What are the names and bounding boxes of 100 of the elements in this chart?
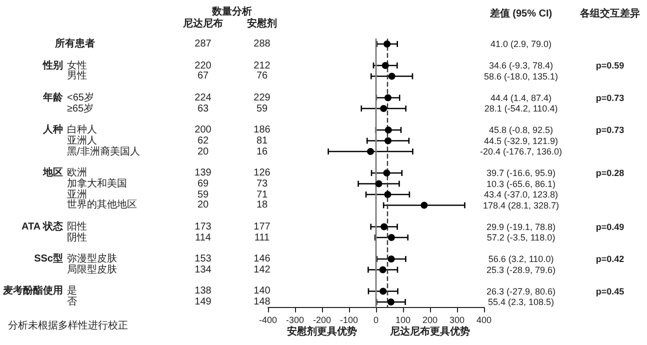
data-label: 76 (256, 70, 268, 82)
data-label: 287 (194, 38, 212, 50)
data-label: 138 (194, 286, 212, 297)
category-label: 女性 (67, 60, 87, 71)
point (384, 126, 392, 134)
data-label: 134 (194, 264, 212, 276)
data-label: 59 (197, 189, 209, 200)
text: 57.2 (-3.5, 118.0) (486, 232, 556, 242)
text: 数量分析 (212, 6, 252, 18)
text: 尼达尼布 (183, 18, 223, 30)
text: 44.4 (1.4, 87.4) (490, 92, 552, 103)
x-tick-label: -300 (286, 314, 304, 325)
data-label: 146 (254, 254, 270, 264)
category-label: 亚洲人 (67, 135, 97, 146)
data-label: 288 (254, 38, 270, 50)
text: p=0.28 (596, 168, 624, 178)
text: 人种 (43, 124, 63, 136)
category-label: 欧洲 (67, 168, 87, 178)
data-label: 224 (194, 92, 212, 104)
data-label: 20 (197, 200, 209, 211)
point (387, 298, 394, 306)
data-label: 139 (194, 168, 212, 178)
text: 地区 (43, 168, 63, 178)
x-tick-label: -200 (312, 314, 332, 325)
category-label: ≥65岁 (67, 103, 94, 114)
category-label: 局限型皮肤 (67, 264, 117, 276)
text: 41.0 (2.9, 79.0) (490, 39, 552, 49)
data-label: 16 (256, 146, 268, 157)
point (384, 40, 391, 48)
category-label: 亚洲 (67, 189, 87, 200)
annotation: 43.4 (-37.0, 123.8) (484, 190, 558, 200)
text: 尼达尼布更具优势 (389, 326, 470, 338)
data-label: 63 (197, 103, 209, 114)
category-label: 阳性 (67, 221, 87, 232)
text: SSc型 (34, 254, 63, 264)
text: 各组交互差异 (579, 8, 640, 20)
data-label: 173 (194, 221, 212, 232)
x-tick-label: 100 (395, 314, 411, 325)
data-label: 212 (254, 60, 270, 71)
annotation: 44.5 (-32.9, 121.9) (484, 136, 558, 146)
text: 分析未根据多样性进行校正 (8, 320, 128, 332)
category-label: 加拿大和美国 (67, 178, 127, 190)
category-label: 所有患者 (55, 38, 95, 50)
data-label: 114 (195, 232, 211, 243)
category-label: <65岁 (67, 92, 94, 104)
category-label: 白种人 (67, 124, 97, 136)
data-label: 142 (254, 264, 270, 276)
data-label: 220 (194, 60, 212, 71)
data-label: 71 (256, 189, 268, 200)
point (379, 266, 386, 274)
text: p=0.73 (596, 92, 624, 103)
point (384, 94, 392, 102)
text: p=0.59 (596, 60, 624, 70)
text: 25.3 (-28.9, 79.6) (486, 264, 556, 275)
point (420, 202, 428, 209)
point (380, 223, 388, 230)
point (380, 288, 387, 295)
point (367, 148, 374, 155)
text: 56.6 (3.2, 110.0) (488, 254, 554, 264)
text: p=0.42 (596, 254, 624, 264)
data-label: 148 (254, 296, 270, 308)
category-label: 男性 (67, 70, 87, 82)
category-label: 是 (67, 286, 77, 297)
data-label: 62 (197, 135, 209, 146)
data-label: 111 (254, 232, 270, 243)
data-label: 18 (256, 200, 268, 211)
point (380, 105, 388, 112)
point (384, 191, 392, 198)
text: 55.4 (2.3, 108.5) (488, 297, 554, 307)
annotation: 178.4 (28.1, 328.7) (482, 200, 560, 210)
x-tick-label: 400 (476, 314, 492, 325)
category-label: 世界的其他地区 (67, 200, 137, 211)
x-tick-label: 200 (422, 314, 438, 325)
point (383, 170, 390, 176)
text: 差值 (95% CI) (488, 8, 552, 20)
x-tick-label: 0 (373, 314, 379, 325)
data-label: 20 (197, 146, 209, 157)
text: p=0.73 (596, 125, 624, 135)
data-label: 140 (254, 286, 270, 297)
data-label: 186 (254, 124, 270, 136)
data-label: 59 (256, 103, 268, 114)
x-tick-label: -100 (340, 314, 358, 325)
text: 安慰剂 (247, 18, 277, 30)
text: 安慰剂更具优势 (287, 326, 357, 338)
category-label: 阴性 (67, 232, 87, 243)
text: 麦考酚酯使用 (3, 286, 63, 297)
category-label: 弥漫型皮肤 (67, 254, 117, 264)
point (388, 256, 395, 262)
text: 39.7 (-16.6, 95.9) (486, 168, 556, 178)
point (388, 72, 396, 80)
data-label: 73 (256, 178, 268, 190)
point (382, 62, 389, 69)
category-label: 黑/非洲裔美国人 (67, 146, 140, 157)
text: 34.6 (-9.3, 78.4) (488, 60, 554, 70)
text: 45.8 (-0.8, 92.5) (488, 125, 554, 135)
data-label: 229 (254, 92, 270, 104)
text: p=0.49 (596, 222, 624, 232)
x-tick-label: -400 (258, 314, 278, 325)
text: ATA 状态 (22, 221, 63, 232)
data-label: 69 (197, 178, 209, 190)
